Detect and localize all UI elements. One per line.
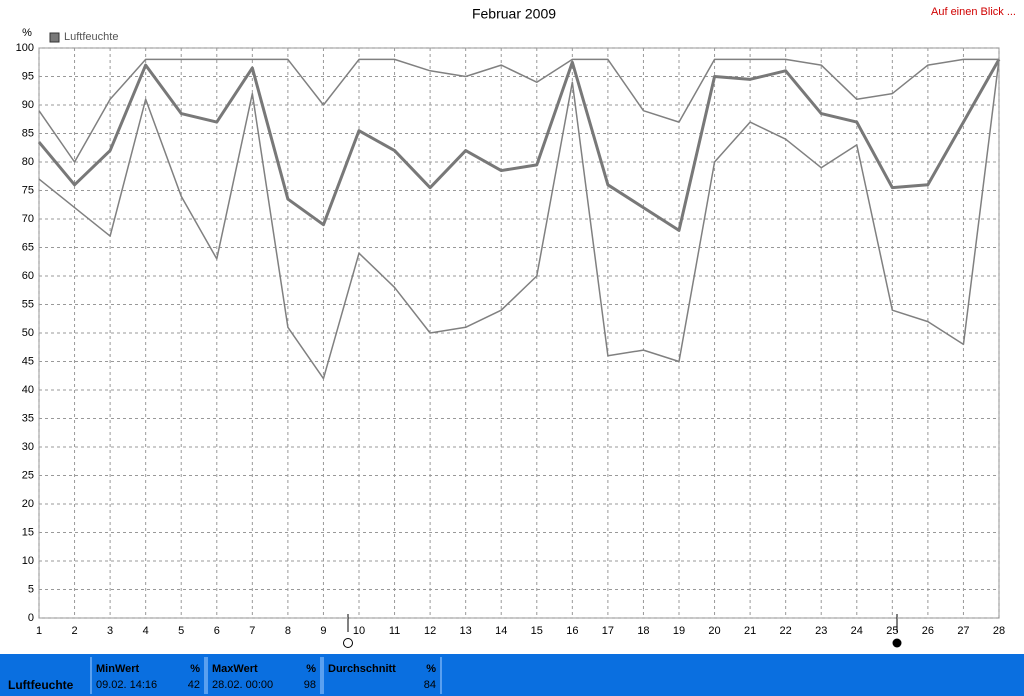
x-tick-label: 10 bbox=[353, 625, 365, 637]
summary-unit: % bbox=[426, 663, 436, 675]
x-tick-label: 23 bbox=[815, 625, 827, 637]
x-tick-label: 26 bbox=[922, 625, 934, 637]
x-tick-label: 24 bbox=[851, 625, 863, 637]
x-tick-label: 28 bbox=[993, 625, 1005, 637]
summary-value: 84 bbox=[423, 679, 436, 691]
y-tick-label: 80 bbox=[22, 156, 34, 168]
summary-unit: % bbox=[306, 663, 316, 675]
y-tick-label: 45 bbox=[22, 355, 34, 367]
y-tick-label: 100 bbox=[16, 42, 34, 54]
y-tick-label: 15 bbox=[22, 526, 34, 538]
summary-cell: Durchschnitt% 84 bbox=[322, 657, 442, 694]
summary-cell: MaxWert% 28.02. 00:00 98 bbox=[206, 657, 322, 694]
data-line bbox=[37, 58, 1001, 232]
summary-bar: Luftfeuchte MinWert% 09.02. 14:16 42 MaxWer… bbox=[0, 654, 1024, 696]
y-tick-label: 5 bbox=[28, 583, 34, 595]
summary-title: MaxWert bbox=[212, 663, 258, 675]
x-tick-label: 19 bbox=[673, 625, 685, 637]
y-tick-label: 85 bbox=[22, 127, 34, 139]
x-tick-label: 17 bbox=[602, 625, 614, 637]
y-tick-label: 25 bbox=[22, 469, 34, 481]
legend-swatch bbox=[49, 32, 60, 43]
chart: Februar 2009 Auf einen Blick ... % 0 5 10 1… bbox=[16, 6, 1016, 648]
x-tick-label: 7 bbox=[249, 625, 255, 637]
x-tick-label: 16 bbox=[566, 625, 578, 637]
x-tick-label: 13 bbox=[460, 625, 472, 637]
x-tick-label: 6 bbox=[214, 625, 220, 637]
x-tick-label: 11 bbox=[389, 625, 400, 637]
x-tick-label: 5 bbox=[178, 625, 184, 637]
x-tick-label: 9 bbox=[320, 625, 326, 637]
summary-value: 98 bbox=[303, 679, 316, 691]
x-tick-label: 3 bbox=[107, 625, 113, 637]
y-tick-label: 35 bbox=[22, 412, 34, 424]
x-tick-label: 2 bbox=[71, 625, 77, 637]
summary-title: Durchschnitt bbox=[328, 663, 396, 675]
summary-title: MinWert bbox=[96, 663, 140, 675]
x-tick-label: 15 bbox=[531, 625, 543, 637]
y-tick-label: 10 bbox=[22, 555, 34, 567]
moon-icon bbox=[892, 638, 902, 648]
y-tick-label: 70 bbox=[22, 213, 34, 225]
x-tick-label: 4 bbox=[143, 625, 149, 637]
y-tick-label: 0 bbox=[28, 612, 34, 624]
summary-cell: MinWert% 09.02. 14:16 42 bbox=[90, 657, 206, 694]
y-tick-label: 20 bbox=[22, 498, 34, 510]
summary-unit: % bbox=[190, 663, 200, 675]
x-tick-label: 8 bbox=[285, 625, 291, 637]
data-line bbox=[38, 58, 999, 163]
x-tick-label: 12 bbox=[424, 625, 436, 637]
y-tick-label: 40 bbox=[22, 384, 34, 396]
chart-title: Februar 2009 bbox=[472, 6, 556, 22]
y-tick-label: 50 bbox=[22, 327, 34, 339]
summary-label: Luftfeuchte bbox=[8, 678, 74, 692]
x-tick-label: 18 bbox=[637, 625, 649, 637]
y-tick-label: 75 bbox=[22, 184, 34, 196]
y-tick-label: 60 bbox=[22, 270, 34, 282]
y-tick-label: 30 bbox=[22, 441, 34, 453]
summary-time: 09.02. 14:16 bbox=[96, 679, 158, 691]
y-tick-label: 55 bbox=[22, 298, 34, 310]
data-line bbox=[38, 59, 1000, 380]
moon-icon bbox=[343, 638, 353, 648]
x-tick-label: 22 bbox=[780, 625, 792, 637]
y-axis-label: % bbox=[22, 27, 32, 39]
summary-time: 28.02. 00:00 bbox=[212, 679, 274, 691]
y-tick-label: 65 bbox=[22, 241, 34, 253]
link[interactable]: Auf einen Blick ... bbox=[931, 6, 1016, 18]
x-tick-label: 1 bbox=[36, 625, 42, 637]
x-tick-label: 25 bbox=[886, 625, 898, 637]
x-tick-label: 14 bbox=[495, 625, 507, 637]
summary-value: 42 bbox=[187, 679, 200, 691]
legend-label: Luftfeuchte bbox=[64, 31, 118, 43]
x-tick-label: 27 bbox=[957, 625, 969, 637]
y-tick-label: 95 bbox=[22, 70, 34, 82]
x-tick-label: 20 bbox=[708, 625, 720, 637]
y-tick-label: 90 bbox=[22, 99, 34, 111]
x-tick-label: 21 bbox=[744, 625, 756, 637]
